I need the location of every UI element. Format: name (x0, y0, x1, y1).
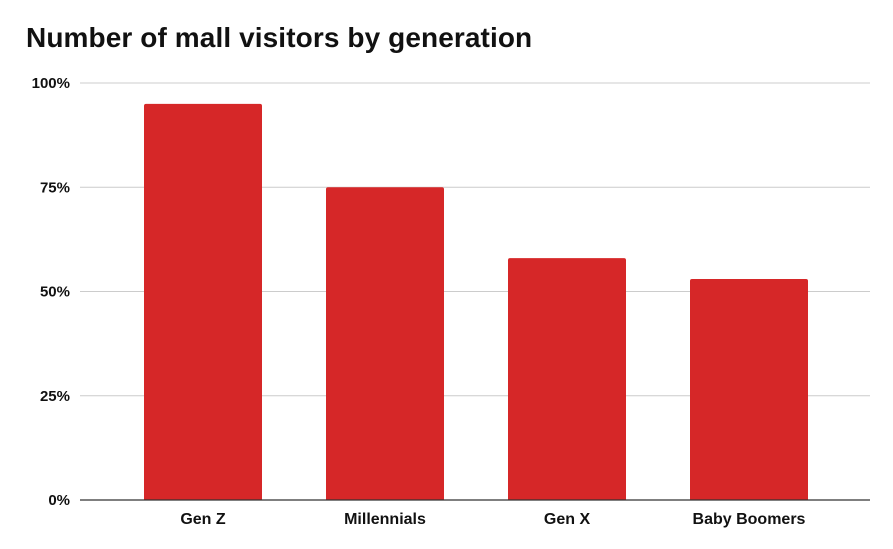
x-axis-labels: Gen Z Millennials Gen X Baby Boomers (180, 511, 805, 528)
y-tick-label: 50% (40, 284, 70, 301)
y-tick-label: 0% (48, 492, 70, 509)
y-tick-label: 25% (40, 388, 70, 405)
x-tick-label: Gen X (544, 511, 591, 528)
y-tick-label: 75% (40, 179, 70, 196)
bar-gen-z (144, 103, 262, 500)
bar-millennials (326, 187, 444, 500)
bar-gen-x (508, 258, 626, 500)
bar-baby-boomers (690, 278, 808, 500)
y-tick-label: 100% (32, 75, 70, 92)
bars (144, 103, 808, 500)
x-tick-label: Millennials (344, 511, 426, 528)
x-tick-label: Gen Z (180, 511, 226, 528)
x-tick-label: Baby Boomers (693, 511, 806, 528)
y-axis-ticks: 0% 25% 50% 75% 100% (32, 75, 70, 509)
chart-title: Number of mall visitors by generation (26, 22, 533, 53)
